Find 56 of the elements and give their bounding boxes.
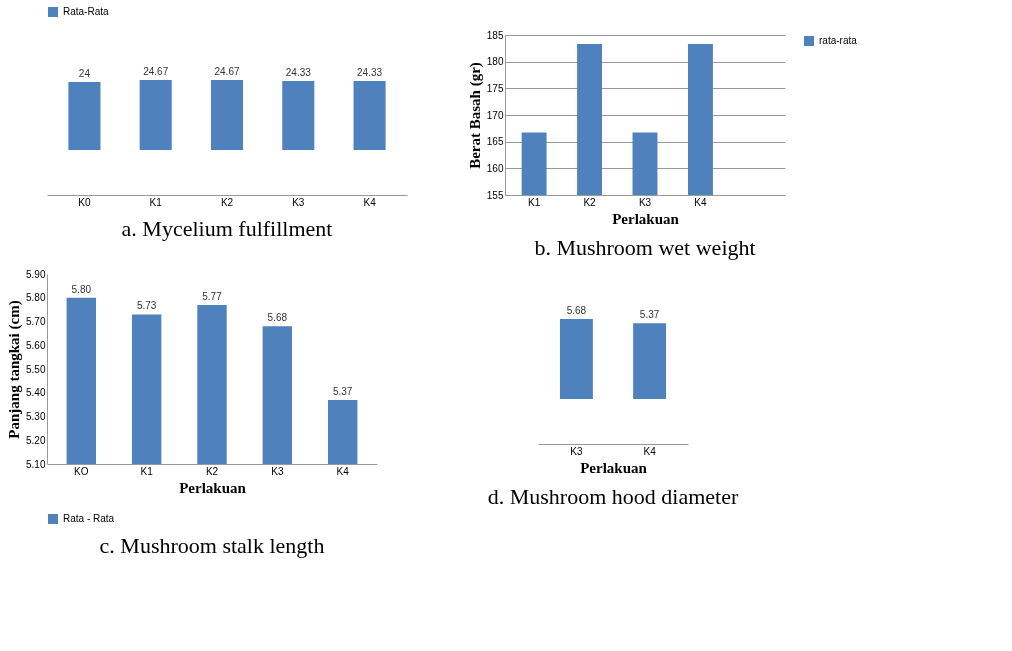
y-tick-label: 5.30: [26, 411, 46, 422]
legend-label: Rata - Rata: [63, 513, 115, 524]
y-tick-label: 165: [486, 136, 504, 148]
y-tick-label: 5.60: [26, 339, 46, 351]
x-axis-title: Perlakuan: [580, 459, 648, 476]
text: b. Mushroom wet weight: [534, 235, 756, 260]
data-label: 5.68: [566, 305, 587, 316]
y-tick-label: 180: [486, 56, 504, 68]
x-tick-label: K1: [140, 465, 154, 477]
data-label: 24.33: [285, 66, 312, 78]
data-label: 5.37: [332, 385, 353, 397]
y-tick-label: 5.40: [26, 387, 46, 399]
legend-label: Rata-Rata: [63, 6, 110, 17]
text: d. Mushroom hood diameter: [487, 484, 739, 509]
x-tick-label: KO: [74, 465, 89, 477]
y-tick-label: 185: [486, 29, 504, 41]
x-axis-title: Perlakuan: [612, 210, 680, 227]
x-axis-title: Perlakuan: [179, 479, 247, 496]
x-tick-label: K1: [149, 196, 163, 208]
y-axis-title: Panjang tangkai (cm): [6, 300, 24, 439]
data-label: 24.33: [357, 66, 383, 78]
text: c. Mushroom stalk length: [99, 533, 325, 558]
y-tick-label: 175: [486, 82, 504, 94]
text: a. Mycelium fulfillment: [121, 216, 333, 241]
data-label: 24.67: [143, 66, 169, 77]
y-tick-label: 170: [486, 109, 504, 121]
x-tick-label: K3: [638, 196, 652, 208]
y-tick-label: 155: [486, 189, 504, 201]
data-label: 5.80: [71, 283, 92, 295]
y-axis-title: Berat Basah (gr): [466, 62, 484, 169]
x-tick-label: K4: [694, 196, 707, 208]
x-tick-label: K1: [527, 196, 541, 208]
y-tick-label: 5.70: [26, 316, 46, 327]
x-tick-label: K3: [292, 196, 305, 208]
x-tick-label: K4: [643, 445, 657, 457]
y-tick-label: 5.20: [26, 434, 46, 446]
x-tick-label: K2: [220, 196, 234, 208]
data-label: 5.37: [639, 309, 660, 321]
x-tick-label: K2: [583, 196, 597, 208]
data-label: 5.77: [202, 290, 223, 302]
y-tick-label: 5.90: [26, 268, 46, 280]
y-tick-label: 5.50: [26, 363, 46, 375]
data-label: 24.67: [214, 66, 240, 77]
x-tick-label: K3: [271, 465, 284, 477]
legend-label: rata-rata: [819, 35, 858, 46]
x-tick-label: K4: [336, 465, 350, 477]
x-tick-label: K4: [363, 196, 377, 208]
data-label: 5.73: [136, 300, 157, 312]
x-tick-label: K3: [570, 445, 583, 457]
data-label: 24: [78, 67, 91, 79]
x-tick-label: K2: [205, 465, 219, 477]
x-tick-label: K0: [78, 196, 91, 208]
y-tick-label: 5.10: [26, 458, 46, 470]
y-tick-label: 160: [486, 162, 504, 174]
y-tick-label: 5.80: [26, 292, 46, 304]
data-label: 5.68: [267, 312, 288, 324]
